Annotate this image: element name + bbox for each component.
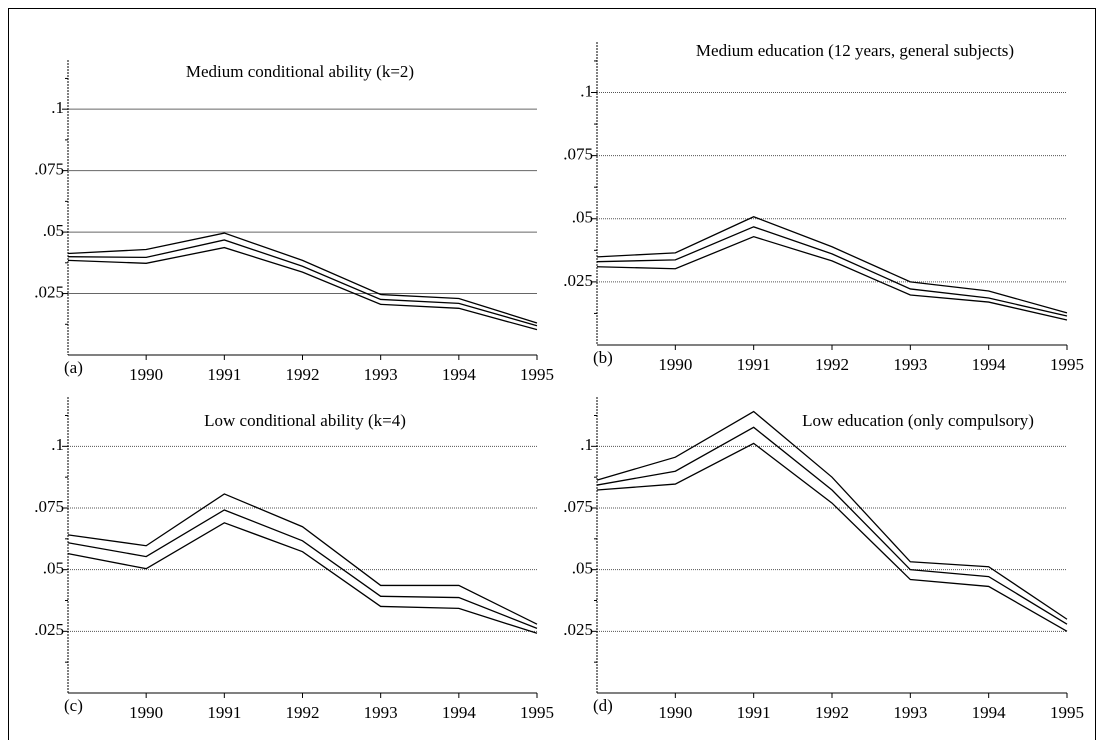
x-tick-label: 1990 bbox=[658, 703, 692, 722]
y-tick-label: .05 bbox=[43, 559, 64, 578]
x-tick-label: 1991 bbox=[207, 703, 241, 722]
y-tick-label: .1 bbox=[51, 98, 64, 117]
x-tick-label: 1993 bbox=[893, 703, 927, 722]
y-tick-label: .075 bbox=[34, 497, 64, 516]
y-tick-label: .025 bbox=[34, 282, 64, 301]
x-tick-label: 1992 bbox=[286, 365, 320, 384]
x-tick-label: 1993 bbox=[364, 365, 398, 384]
series-line bbox=[596, 226, 1068, 317]
series-line bbox=[596, 216, 1068, 314]
series-line bbox=[67, 522, 538, 634]
x-tick-label: 1995 bbox=[1050, 355, 1084, 374]
x-tick-label: 1991 bbox=[737, 355, 771, 374]
y-tick-label: .025 bbox=[34, 620, 64, 639]
y-tick-label: .05 bbox=[572, 559, 593, 578]
y-tick-label: .05 bbox=[572, 208, 593, 227]
x-tick-label: 1990 bbox=[658, 355, 692, 374]
y-tick-label: .1 bbox=[580, 435, 593, 454]
series-line bbox=[67, 232, 538, 324]
y-tick-label: .025 bbox=[563, 271, 593, 290]
x-tick-label: 1993 bbox=[364, 703, 398, 722]
y-tick-label: .05 bbox=[43, 221, 64, 240]
panel-label: (a) bbox=[64, 358, 83, 377]
chart-title: Medium education (12 years, general subj… bbox=[696, 41, 1014, 60]
x-tick-label: 1990 bbox=[129, 703, 163, 722]
x-tick-label: 1991 bbox=[207, 365, 241, 384]
x-tick-label: 1991 bbox=[737, 703, 771, 722]
x-tick-label: 1994 bbox=[972, 355, 1007, 374]
series-line bbox=[596, 426, 1068, 625]
x-tick-label: 1994 bbox=[442, 365, 477, 384]
series-line bbox=[67, 246, 538, 331]
x-tick-label: 1995 bbox=[520, 703, 554, 722]
series-line bbox=[596, 410, 1068, 620]
chart-title: Low education (only compulsory) bbox=[802, 411, 1034, 430]
y-tick-label: .025 bbox=[563, 620, 593, 639]
chart-title: Low conditional ability (k=4) bbox=[204, 411, 406, 430]
y-tick-label: .1 bbox=[51, 435, 64, 454]
y-tick-label: .075 bbox=[563, 497, 593, 516]
x-tick-label: 1992 bbox=[286, 703, 320, 722]
x-tick-label: 1994 bbox=[972, 703, 1007, 722]
series-line bbox=[67, 509, 538, 629]
y-tick-label: .1 bbox=[580, 81, 593, 100]
x-tick-label: 1992 bbox=[815, 703, 849, 722]
x-tick-label: 1994 bbox=[442, 703, 477, 722]
series-line bbox=[67, 493, 538, 625]
x-tick-label: 1990 bbox=[129, 365, 163, 384]
y-tick-label: .075 bbox=[34, 160, 64, 179]
chart-title: Medium conditional ability (k=2) bbox=[186, 62, 414, 81]
frame bbox=[8, 8, 1096, 740]
series-line bbox=[596, 235, 1068, 321]
panel-label: (d) bbox=[593, 696, 613, 715]
x-tick-label: 1995 bbox=[1050, 703, 1084, 722]
x-tick-label: 1993 bbox=[893, 355, 927, 374]
x-tick-label: 1995 bbox=[520, 365, 554, 384]
panel-label: (b) bbox=[593, 348, 613, 367]
y-tick-label: .075 bbox=[563, 145, 593, 164]
series-line bbox=[596, 442, 1068, 632]
series-line bbox=[67, 239, 538, 327]
panel-label: (c) bbox=[64, 696, 83, 715]
x-tick-label: 1992 bbox=[815, 355, 849, 374]
